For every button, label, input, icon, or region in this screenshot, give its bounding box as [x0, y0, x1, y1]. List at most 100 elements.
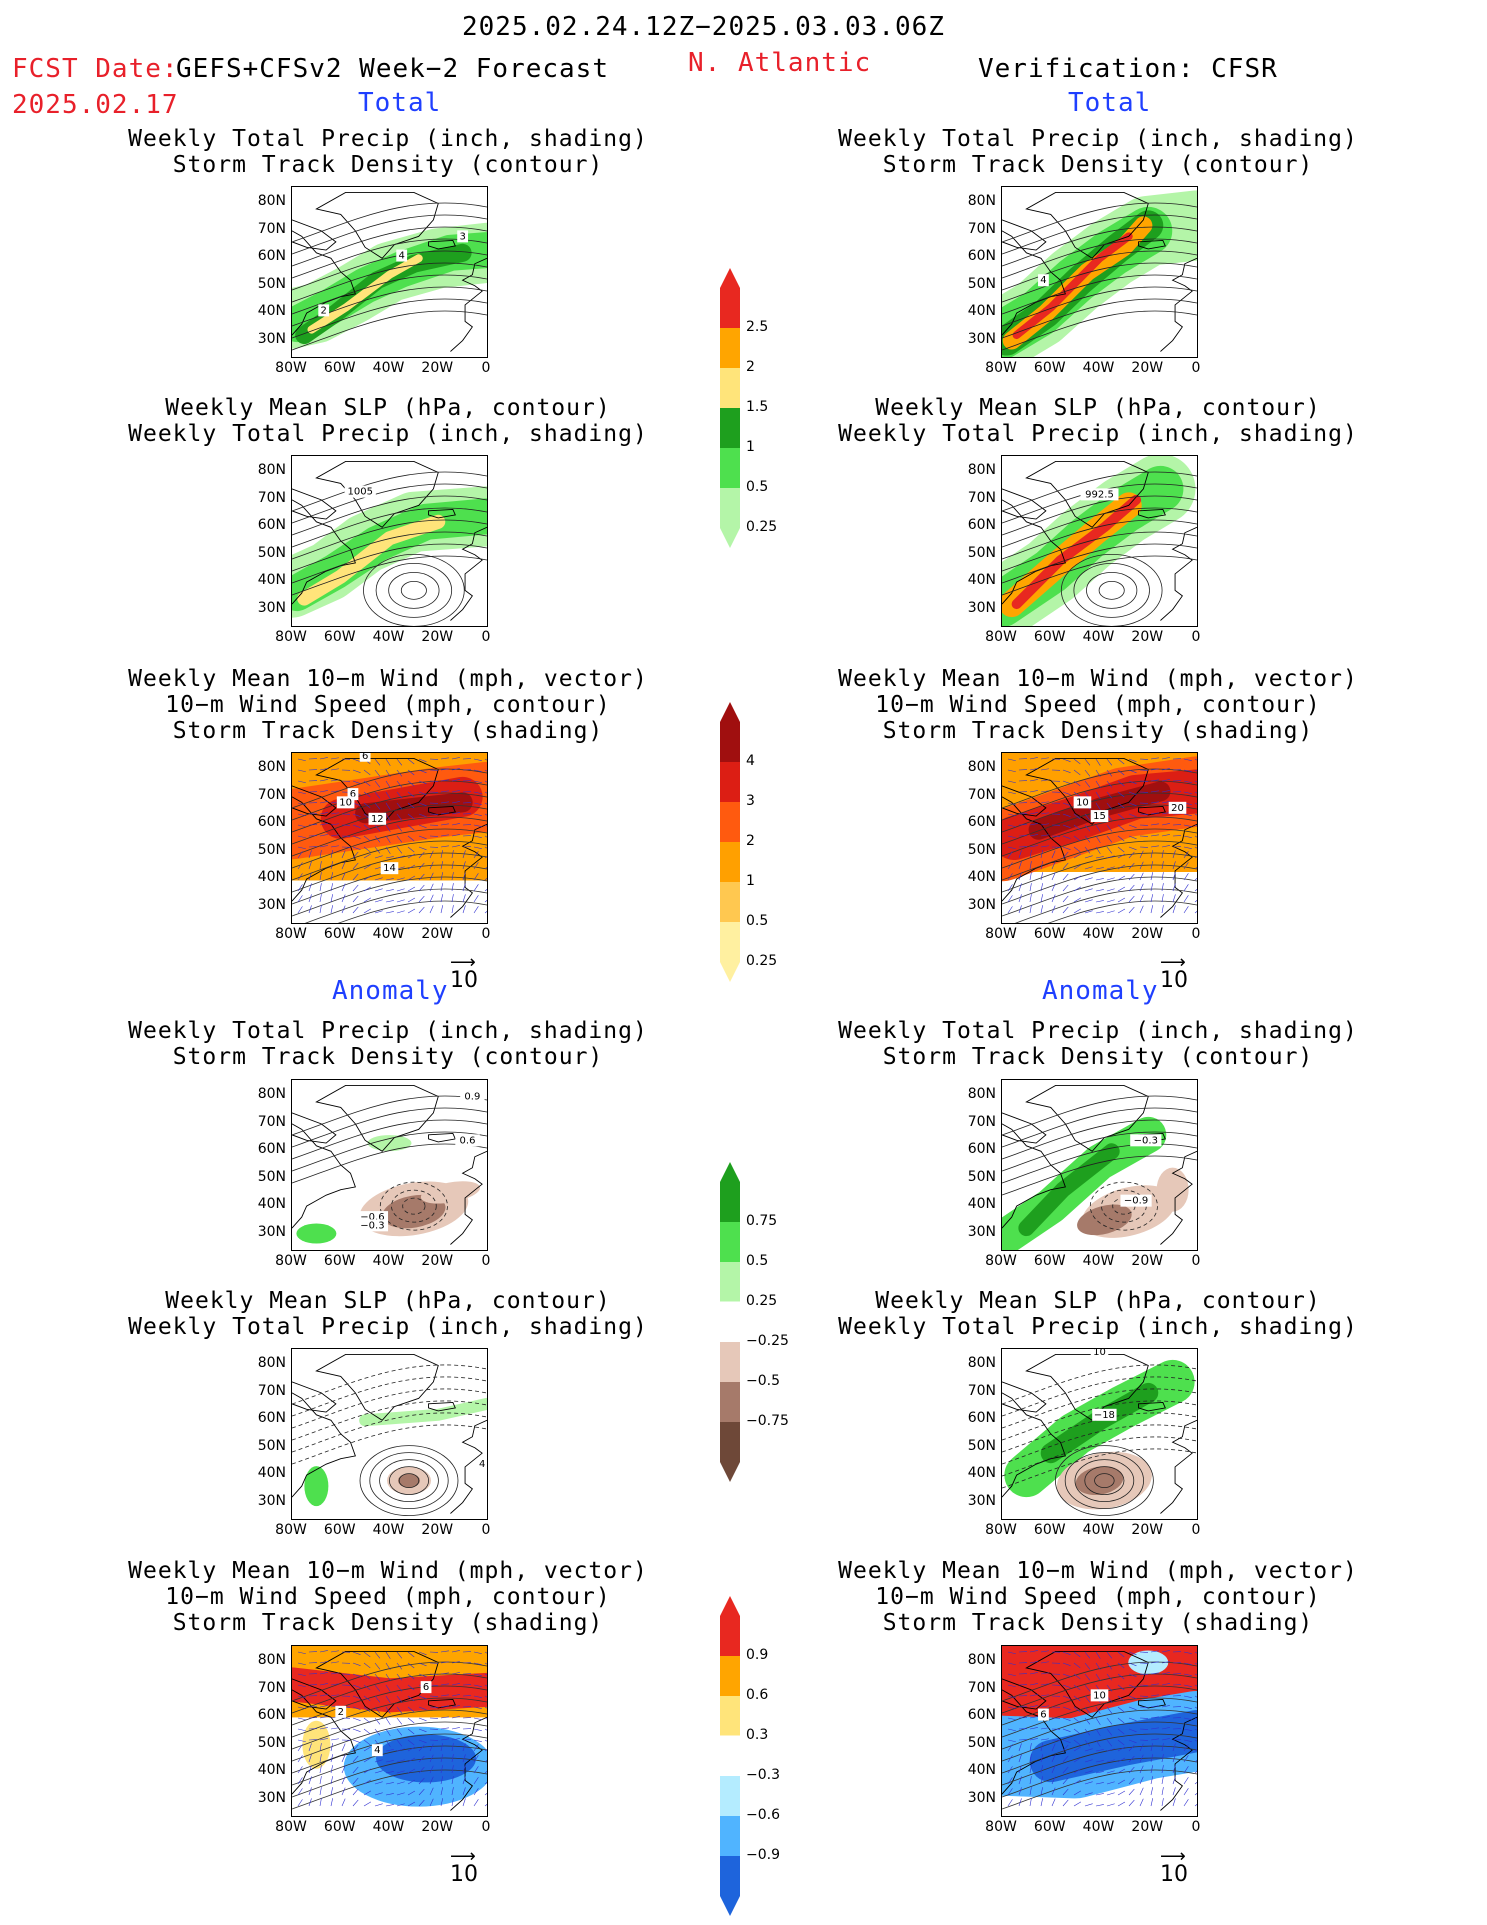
- lon-tick-label: 80W: [275, 1253, 307, 1269]
- lon-tick-label: 0: [1191, 360, 1201, 376]
- map-anom-slp-precip-verification: −18 10: [1001, 1348, 1198, 1520]
- lat-tick-label: 70N: [967, 1113, 996, 1130]
- lat-tick-label: 30N: [967, 896, 996, 913]
- colorbar-swatches: [720, 702, 740, 982]
- lat-tick-label: 30N: [967, 599, 996, 616]
- lat-tick-label: 40N: [967, 303, 996, 320]
- contour-label: 3: [459, 231, 465, 242]
- lon-tick-label: 20W: [421, 360, 454, 376]
- colorbar-label: 3: [746, 793, 755, 809]
- lat-tick-label: 80N: [257, 1652, 286, 1669]
- section-total-right: Total: [1068, 88, 1152, 118]
- lat-tick-label: 40N: [967, 1762, 996, 1779]
- lat-tick-label: 40N: [257, 869, 286, 886]
- coastline: [1002, 461, 1197, 621]
- title-l6: Weekly Mean 10−m Wind (mph, vector) 10−m …: [128, 1558, 648, 1636]
- lat-tick-label: 70N: [967, 786, 996, 803]
- lon-tick-label: 0: [481, 1819, 491, 1835]
- contour-label: 1005: [348, 487, 373, 498]
- lon-tick-label: 0: [1191, 926, 1201, 942]
- title-l2: Weekly Mean SLP (hPa, contour) Weekly Tot…: [128, 395, 648, 447]
- map-total-precip-track-verification: 4: [1001, 186, 1198, 358]
- lat-tick-label: 70N: [967, 489, 996, 506]
- lat-tick-label: 40N: [257, 303, 286, 320]
- vector-ref-l6: ⟶ 10: [450, 1846, 478, 1888]
- colorbar-label: 4: [746, 753, 755, 769]
- lon-tick-label: 80W: [275, 1819, 307, 1835]
- section-anomaly-left: Anomaly: [332, 976, 449, 1006]
- contour-label: 10: [1076, 797, 1089, 808]
- lon-tick-label: 20W: [1131, 1819, 1164, 1835]
- lon-tick-label: 80W: [985, 360, 1017, 376]
- lon-tick-label: 0: [481, 1253, 491, 1269]
- lat-tick-label: 70N: [257, 786, 286, 803]
- lat-tick-label: 40N: [967, 572, 996, 589]
- lat-tick-label: 60N: [967, 517, 996, 534]
- lat-tick-label: 70N: [257, 489, 286, 506]
- contour-label: 4: [1040, 275, 1046, 286]
- map-anom-precip-track-verification: −0.3 −0.9: [1001, 1079, 1198, 1251]
- lon-tick-label: 60W: [323, 926, 356, 942]
- lat-tick-label: 60N: [967, 1141, 996, 1158]
- lat-tick-label: 30N: [967, 1789, 996, 1806]
- vector-ref-arrow: ⟶: [1160, 1846, 1186, 1867]
- lon-tick-label: 60W: [1033, 1522, 1066, 1538]
- map-anom-precip-track-forecast: 0.9 0.6 −0.6 −0.3: [291, 1079, 488, 1251]
- lon-tick-label: 40W: [372, 360, 405, 376]
- coastline: [292, 1651, 487, 1811]
- lat-tick-label: 60N: [257, 517, 286, 534]
- lat-tick-label: 60N: [257, 814, 286, 831]
- lat-tick-label: 60N: [257, 248, 286, 265]
- title-l1: Weekly Total Precip (inch, shading) Storm…: [128, 126, 648, 178]
- lat-tick-label: 30N: [257, 330, 286, 347]
- lon-tick-label: 60W: [323, 1522, 356, 1538]
- lat-tick-label: 50N: [257, 544, 286, 561]
- lon-tick-label: 60W: [1033, 926, 1066, 942]
- lon-tick-label: 80W: [985, 926, 1017, 942]
- map-anom-wind-track-forecast: 2 6 4: [291, 1645, 488, 1817]
- lon-tick-label: 60W: [323, 360, 356, 376]
- lat-tick-label: 70N: [967, 1679, 996, 1696]
- lat-tick-label: 60N: [967, 1707, 996, 1724]
- vector-ref-l3: ⟶ 10: [450, 952, 478, 994]
- lat-tick-label: 70N: [257, 1679, 286, 1696]
- lon-tick-label: 0: [1191, 1522, 1201, 1538]
- lon-tick-label: 80W: [985, 629, 1017, 645]
- lat-tick-label: 30N: [257, 1492, 286, 1509]
- lon-tick-label: 20W: [1131, 360, 1164, 376]
- colorbar-swatches: [719, 1162, 741, 1482]
- contour-label: 0.9: [464, 1091, 480, 1102]
- lat-tick-label: 80N: [257, 193, 286, 210]
- colorbar-label: 0.6: [746, 1687, 769, 1703]
- lat-tick-label: 40N: [967, 1465, 996, 1482]
- lon-tick-label: 0: [481, 629, 491, 645]
- lon-tick-label: 80W: [985, 1522, 1017, 1538]
- lat-tick-label: 80N: [257, 462, 286, 479]
- colorbar-label: 0.25: [746, 519, 778, 535]
- lat-tick-label: 50N: [257, 1168, 286, 1185]
- lat-tick-label: 40N: [257, 1196, 286, 1213]
- lon-tick-label: 40W: [1082, 1253, 1115, 1269]
- title-l4: Weekly Total Precip (inch, shading) Storm…: [128, 1018, 648, 1070]
- lon-tick-label: 80W: [275, 629, 307, 645]
- contour-label: 20: [1171, 803, 1184, 814]
- vector-ref-arrow: ⟶: [450, 1846, 476, 1867]
- map-total-wind-track-verification: 10 15 20: [1001, 752, 1198, 924]
- lon-tick-label: 40W: [1082, 1522, 1115, 1538]
- vector-ref-r3: ⟶ 10: [1160, 952, 1188, 994]
- lon-tick-label: 0: [1191, 1253, 1201, 1269]
- lon-tick-label: 0: [481, 360, 491, 376]
- lat-tick-label: 80N: [967, 1652, 996, 1669]
- colorbar-label: 2: [746, 359, 755, 375]
- lon-tick-label: 40W: [372, 926, 405, 942]
- section-anomaly-right: Anomaly: [1042, 976, 1159, 1006]
- lon-tick-label: 20W: [421, 629, 454, 645]
- colorbar-swatches: [720, 268, 740, 548]
- lat-tick-label: 40N: [257, 1762, 286, 1779]
- lon-tick-label: 40W: [372, 1253, 405, 1269]
- lon-tick-label: 80W: [275, 1522, 307, 1538]
- contour-label: 4: [374, 1745, 380, 1756]
- colorbar-label: 2: [746, 833, 755, 849]
- contour-label: −0.3: [360, 1220, 384, 1231]
- title-r5: Weekly Mean SLP (hPa, contour) Weekly Tot…: [838, 1288, 1358, 1340]
